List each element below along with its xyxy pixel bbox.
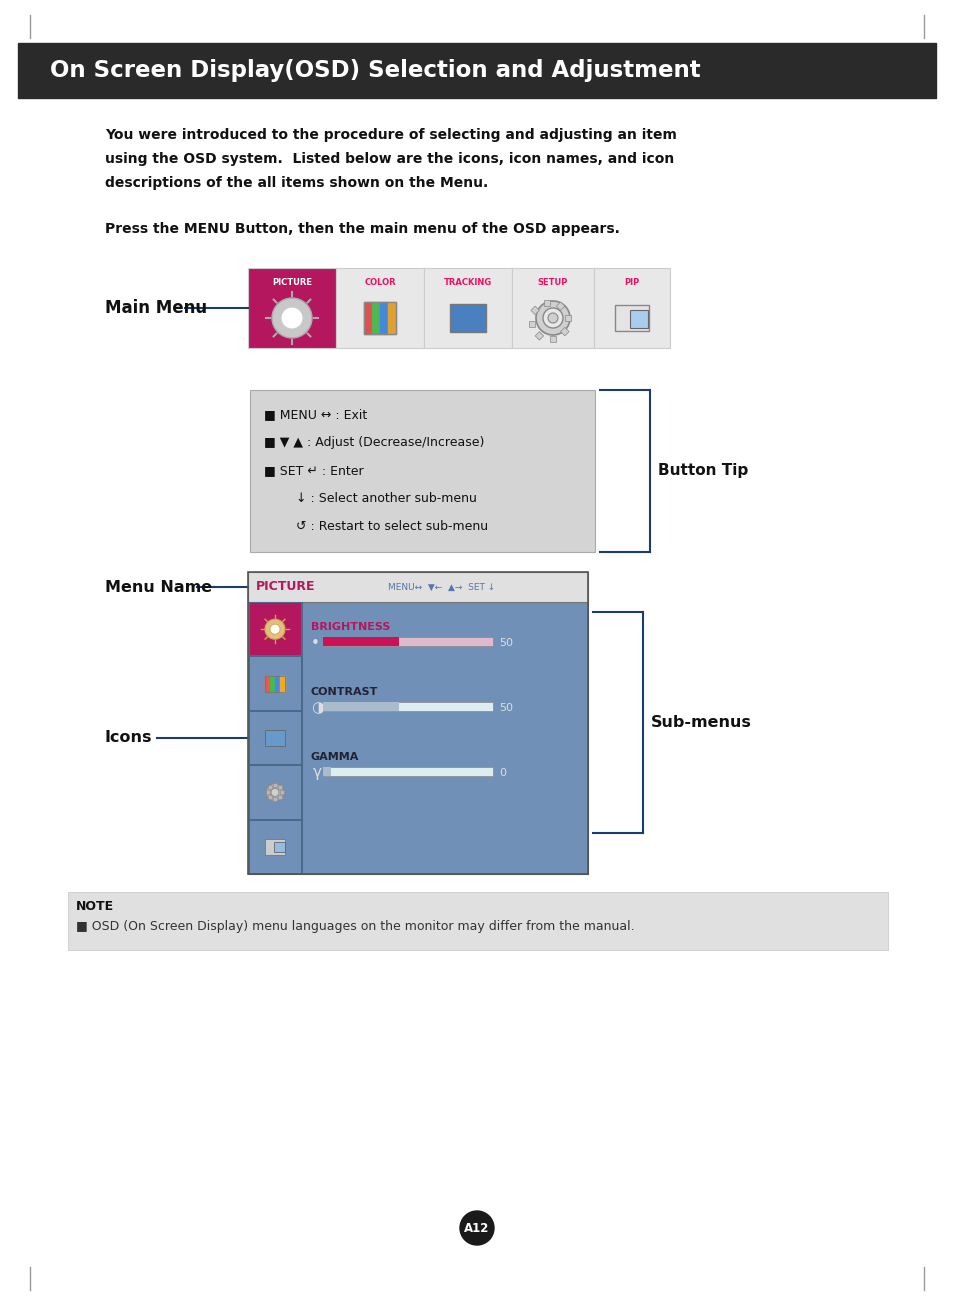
Bar <box>250 821 301 873</box>
Text: Icons: Icons <box>105 731 152 745</box>
Bar <box>273 783 276 787</box>
Bar <box>335 268 423 348</box>
Bar <box>250 766 301 818</box>
Bar <box>550 335 556 342</box>
Text: CONTRAST: CONTRAST <box>311 686 378 697</box>
Bar <box>280 791 284 795</box>
Bar <box>531 307 538 315</box>
Bar <box>560 328 569 335</box>
Bar <box>248 602 587 874</box>
Bar <box>248 602 303 874</box>
Text: GAMMA: GAMMA <box>311 752 359 762</box>
Bar <box>248 268 335 348</box>
Text: NOTE: NOTE <box>76 900 114 914</box>
Circle shape <box>270 624 280 634</box>
Bar <box>594 268 669 348</box>
Bar <box>543 300 550 305</box>
Bar <box>265 839 285 855</box>
Bar <box>423 268 512 348</box>
Bar <box>274 842 285 852</box>
Circle shape <box>265 619 285 639</box>
Text: MENU↔  ▼←  ▲→  SET ↓: MENU↔ ▼← ▲→ SET ↓ <box>388 582 495 591</box>
Bar <box>372 301 379 334</box>
Text: γ: γ <box>313 766 322 780</box>
Text: Press the MENU Button, then the main menu of the OSD appears.: Press the MENU Button, then the main men… <box>105 222 619 236</box>
Text: using the OSD system.  Listed below are the icons, icon names, and icon: using the OSD system. Listed below are t… <box>105 151 674 166</box>
Bar <box>280 676 285 692</box>
Bar <box>274 676 280 692</box>
Bar <box>18 43 935 98</box>
Bar <box>268 795 272 800</box>
Bar <box>556 301 564 311</box>
Text: ■ OSD (On Screen Display) menu languages on the monitor may differ from the manu: ■ OSD (On Screen Display) menu languages… <box>76 920 634 933</box>
Text: Menu Name: Menu Name <box>105 579 212 595</box>
Bar <box>250 603 301 655</box>
Bar <box>250 658 301 710</box>
Bar <box>265 676 270 692</box>
Text: •: • <box>311 636 319 650</box>
Circle shape <box>281 307 303 329</box>
Bar <box>323 637 493 646</box>
Text: PICTURE: PICTURE <box>255 581 315 594</box>
Text: You were introduced to the procedure of selecting and adjusting an item: You were introduced to the procedure of … <box>105 128 677 142</box>
Bar <box>629 311 647 328</box>
Bar <box>265 729 285 746</box>
Bar <box>323 767 331 776</box>
Text: Button Tip: Button Tip <box>658 463 747 479</box>
Bar <box>364 301 372 334</box>
Text: 50: 50 <box>498 703 513 713</box>
Bar <box>450 304 485 331</box>
Bar <box>512 268 594 348</box>
Text: ■ ▼ ▲ : Adjust (Decrease/Increase): ■ ▼ ▲ : Adjust (Decrease/Increase) <box>264 436 484 449</box>
Bar <box>68 893 887 950</box>
Bar <box>364 301 395 334</box>
Bar <box>265 676 285 692</box>
Bar <box>323 767 493 776</box>
Bar <box>535 331 543 341</box>
Text: SETUP: SETUP <box>537 278 568 287</box>
Text: 0: 0 <box>498 769 505 778</box>
Bar <box>268 786 272 790</box>
Text: TRACKING: TRACKING <box>443 278 492 287</box>
Bar <box>615 305 648 331</box>
Circle shape <box>542 308 562 328</box>
Bar <box>248 572 587 874</box>
Bar <box>323 702 493 711</box>
Bar <box>266 791 270 795</box>
Bar <box>270 676 274 692</box>
Text: ■ SET ↵ : Enter: ■ SET ↵ : Enter <box>264 465 363 478</box>
Bar <box>388 301 395 334</box>
Text: ↓ : Select another sub-menu: ↓ : Select another sub-menu <box>264 492 476 505</box>
Text: A12: A12 <box>464 1221 489 1235</box>
Circle shape <box>266 783 284 801</box>
Bar <box>248 572 587 602</box>
Bar <box>277 795 282 800</box>
Text: BRIGHTNESS: BRIGHTNESS <box>311 622 390 632</box>
Text: descriptions of the all items shown on the Menu.: descriptions of the all items shown on t… <box>105 176 488 191</box>
Text: Main Menu: Main Menu <box>105 299 207 317</box>
Bar <box>379 301 388 334</box>
Bar <box>323 702 399 711</box>
Bar <box>564 315 571 321</box>
Bar <box>277 786 282 790</box>
Bar <box>529 321 535 328</box>
Circle shape <box>459 1211 494 1245</box>
Circle shape <box>271 788 278 796</box>
Bar <box>323 637 399 646</box>
Bar <box>250 711 301 765</box>
Bar <box>250 390 595 552</box>
Text: ■ MENU ↔ : Exit: ■ MENU ↔ : Exit <box>264 408 367 422</box>
Text: ↺ : Restart to select sub-menu: ↺ : Restart to select sub-menu <box>264 519 488 532</box>
Circle shape <box>547 313 558 324</box>
Text: Sub-menus: Sub-menus <box>650 715 751 729</box>
Text: 50: 50 <box>498 638 513 649</box>
Bar <box>273 797 276 801</box>
Text: PICTURE: PICTURE <box>272 278 312 287</box>
Text: COLOR: COLOR <box>364 278 395 287</box>
Text: ◑: ◑ <box>311 701 324 715</box>
Text: PIP: PIP <box>623 278 639 287</box>
Circle shape <box>536 301 569 335</box>
Circle shape <box>272 298 312 338</box>
Text: On Screen Display(OSD) Selection and Adjustment: On Screen Display(OSD) Selection and Adj… <box>50 59 700 82</box>
